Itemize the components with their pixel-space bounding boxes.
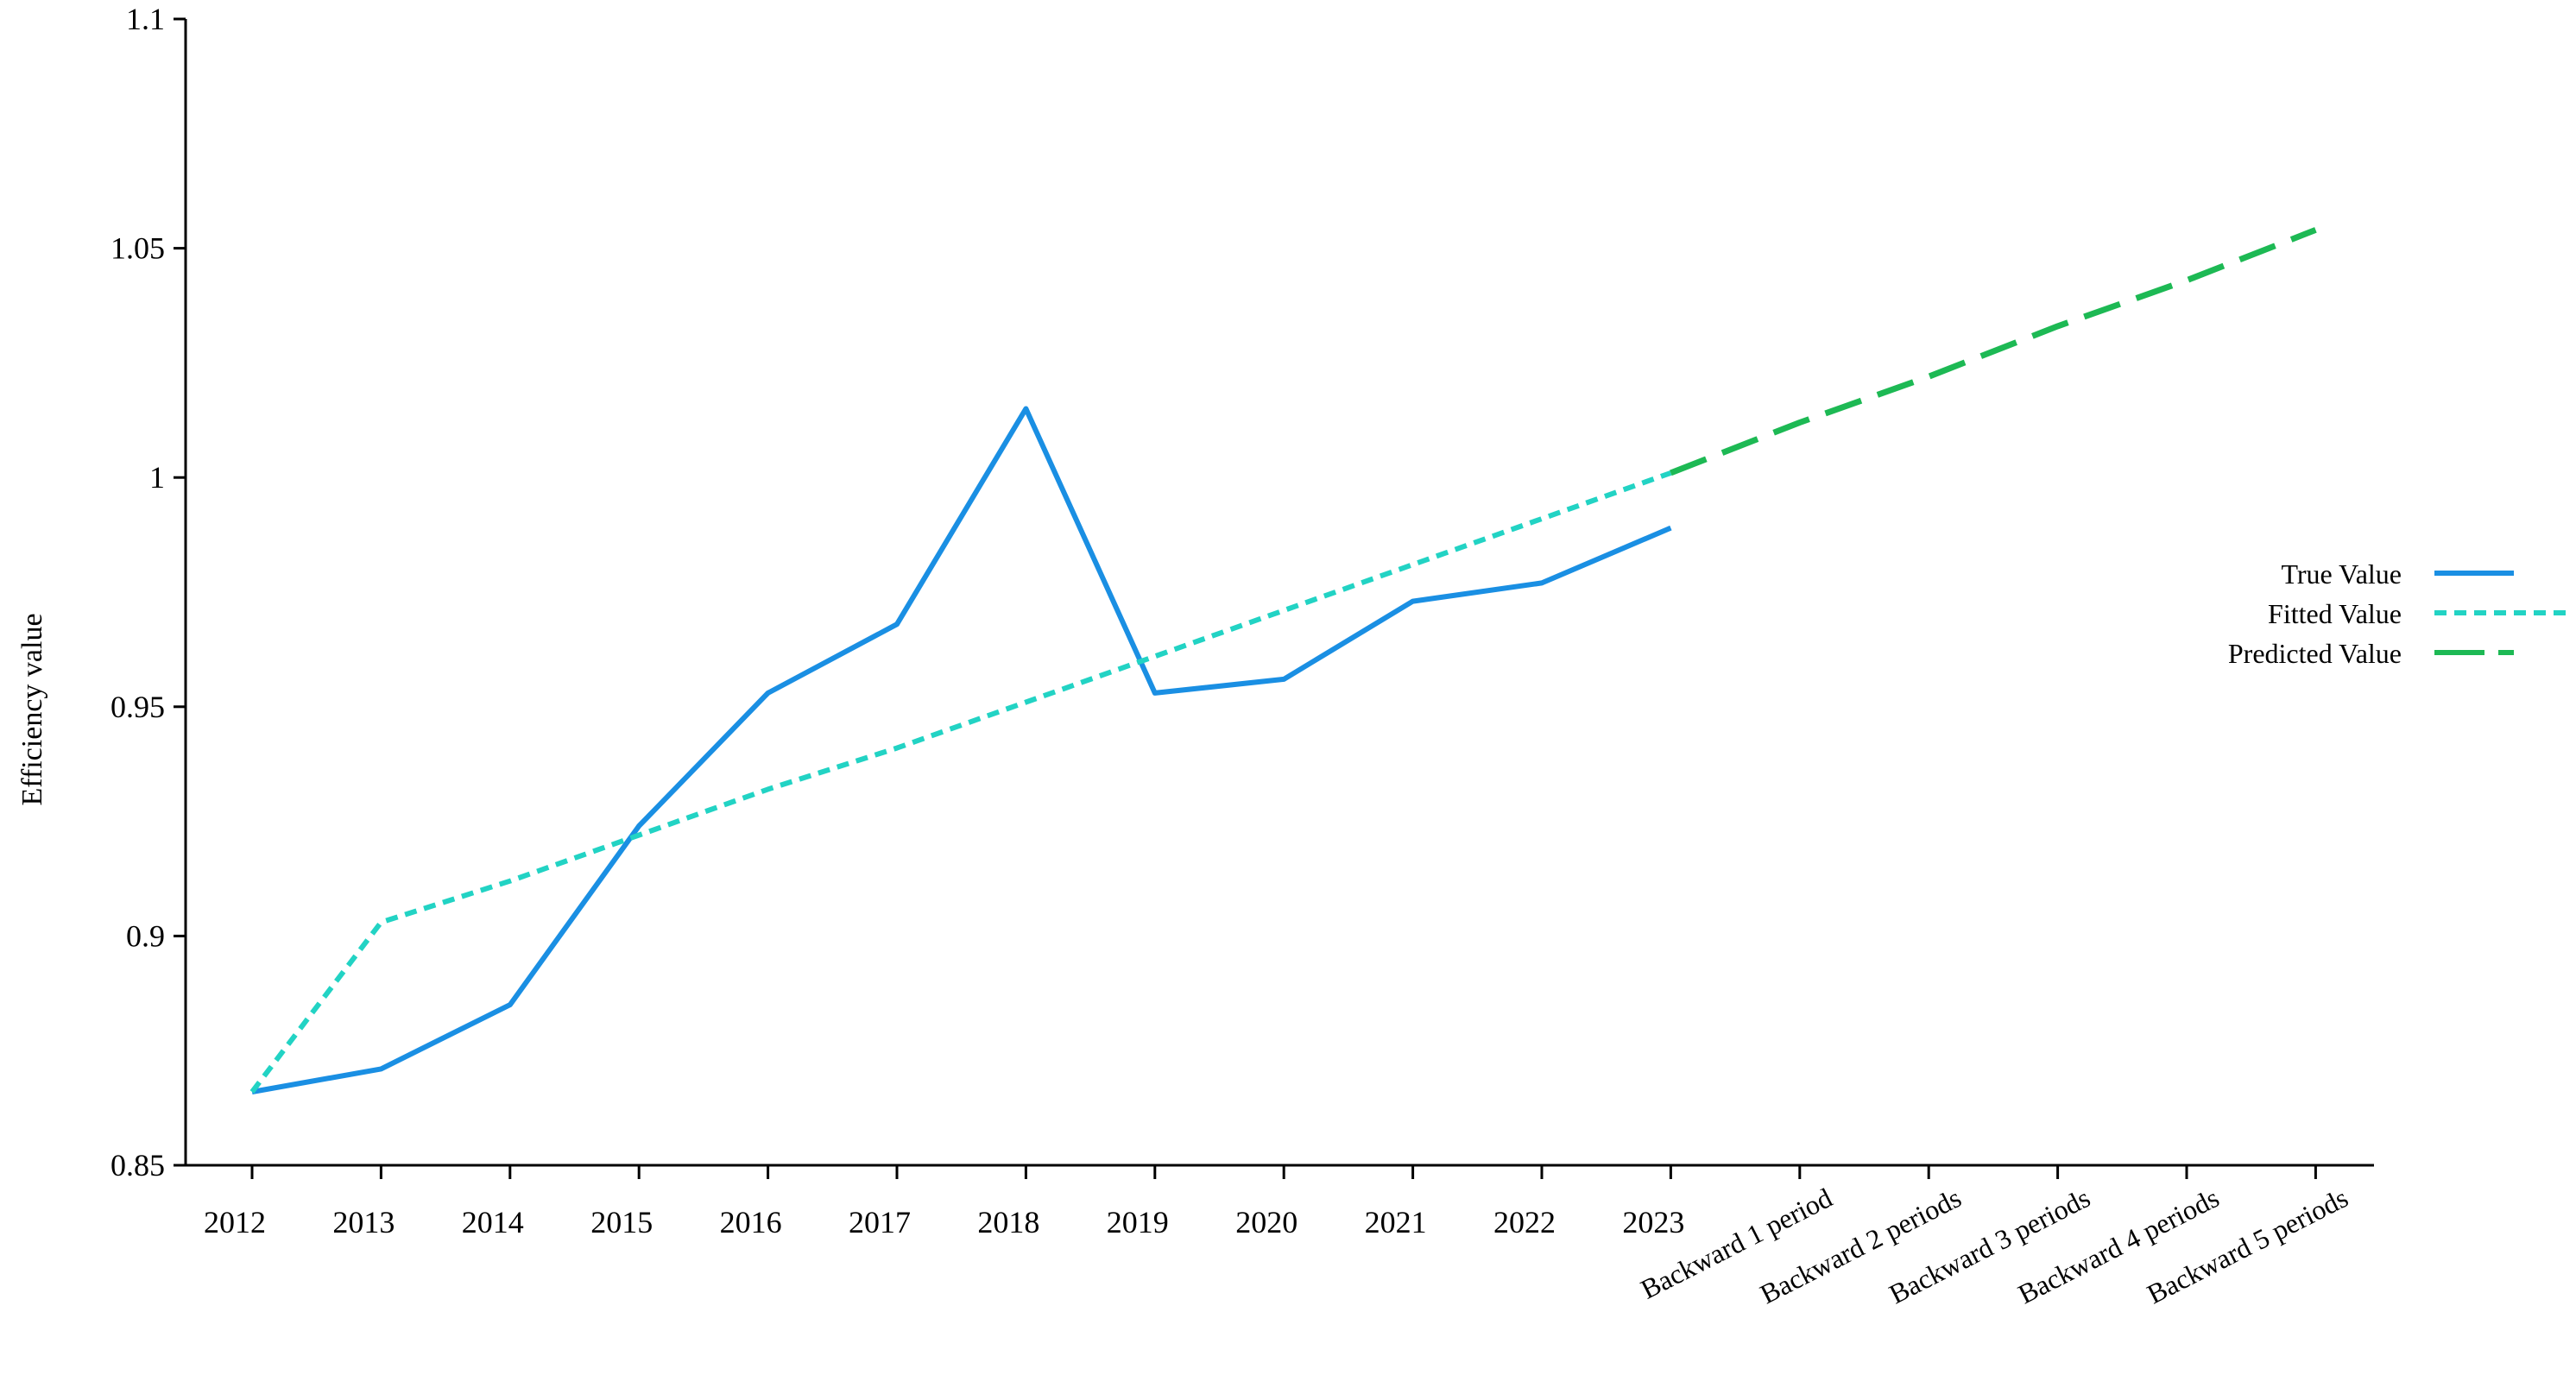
x-tick-label: 2020 [1235, 1205, 1297, 1239]
series-line-fitted-value [249, 470, 1672, 1094]
x-tick-label: 2022 [1493, 1205, 1556, 1239]
x-tick-label: 2014 [462, 1205, 524, 1239]
legend-label: Predicted Value [2228, 638, 2402, 669]
x-tick-label: 2017 [849, 1205, 911, 1239]
y-tick-label: 1.1 [126, 2, 165, 36]
y-tick-label: 0.85 [110, 1148, 165, 1183]
y-tick-label: 1.05 [110, 231, 165, 266]
y-axis-label: Efficiency value [16, 613, 48, 805]
legend-label: Fitted Value [2268, 598, 2402, 629]
series-line-true-value [251, 406, 1672, 1094]
y-tick-label: 0.9 [126, 918, 165, 953]
y-tick-label: 0.95 [110, 690, 165, 724]
series-line-predicted-value [1670, 227, 2317, 476]
axes [184, 19, 2374, 1167]
x-tick-label: 2019 [1107, 1205, 1169, 1239]
ticks: 0.85 0.9 0.95 1 1.05 1.1 2012 2013 2014 2015 2016 2… [110, 2, 2353, 1309]
x-tick-label: 2015 [590, 1205, 653, 1239]
x-tick-label: 2023 [1622, 1205, 1684, 1239]
legend: True Value Fitted Value Predicted Value [2228, 558, 2566, 669]
x-tick-label: 2012 [204, 1205, 266, 1239]
series [249, 227, 2317, 1094]
x-tick-label: 2018 [977, 1205, 1039, 1239]
x-tick-label: 2013 [332, 1205, 395, 1239]
x-tick-label: 2021 [1365, 1205, 1427, 1239]
y-tick-label: 1 [149, 460, 165, 495]
x-tick-label: 2016 [720, 1205, 782, 1239]
legend-label: True Value [2281, 558, 2402, 590]
